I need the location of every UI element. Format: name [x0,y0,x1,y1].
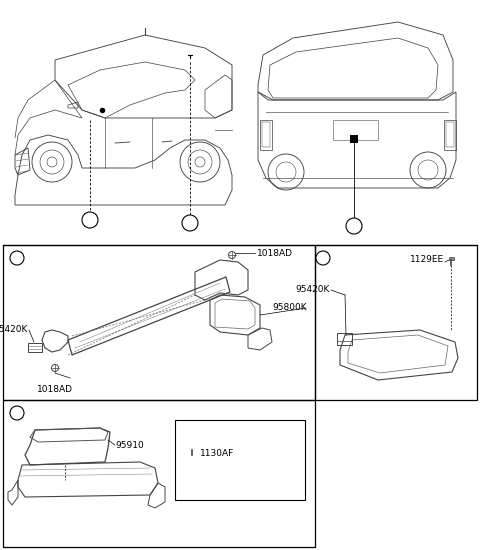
Bar [190,447,194,450]
Text: a: a [351,221,357,231]
Text: 1130AF: 1130AF [200,448,234,458]
Bar [175,420,305,500]
Circle shape [182,215,198,231]
Text: 95800K: 95800K [272,304,307,312]
Circle shape [82,212,98,228]
Text: 1018AD: 1018AD [257,249,293,257]
Text: c: c [14,408,20,418]
Circle shape [316,251,330,265]
Circle shape [10,406,24,420]
Text: b: b [187,218,193,228]
Circle shape [10,251,24,265]
Circle shape [346,218,362,234]
Text: 95420K: 95420K [296,285,330,294]
Bar [260,120,272,150]
Bar [315,245,477,400]
Bar [444,120,456,150]
Bar [262,122,270,147]
Text: 95910: 95910 [115,441,144,449]
Text: a: a [14,253,20,263]
Bar [3,400,315,547]
Circle shape [51,365,59,371]
Bar [3,245,315,400]
Bar [337,333,352,345]
Bar [448,257,454,260]
Text: c: c [87,215,93,225]
Text: 1018AD: 1018AD [37,385,73,394]
Bar [350,135,358,143]
Bar [333,120,378,140]
Text: b: b [320,253,326,263]
Text: 95420K: 95420K [0,326,28,334]
Bar [446,122,454,147]
Circle shape [228,251,236,258]
Text: 1129EE: 1129EE [410,256,444,265]
